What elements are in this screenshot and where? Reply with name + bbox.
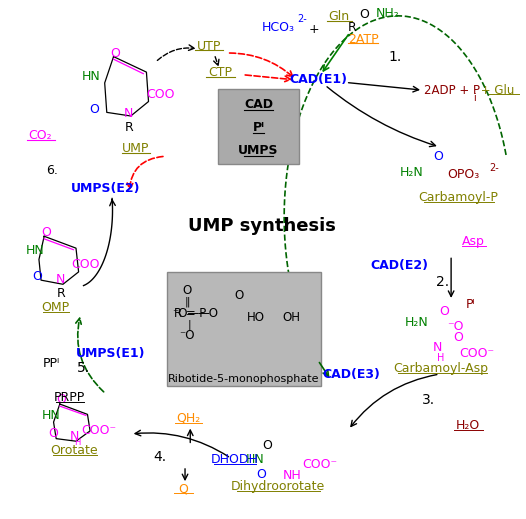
Text: CO₂: CO₂ (29, 129, 52, 142)
Text: i: i (473, 93, 476, 103)
Text: R: R (124, 121, 133, 134)
Text: HCO₃: HCO₃ (261, 21, 295, 34)
Text: Orotate: Orotate (50, 444, 98, 457)
FancyBboxPatch shape (218, 89, 299, 164)
Text: N: N (124, 107, 133, 120)
Text: COO: COO (146, 88, 175, 101)
Text: O: O (48, 428, 58, 441)
Text: Carbamoyl-Asp: Carbamoyl-Asp (393, 362, 489, 375)
Text: |: | (187, 320, 191, 330)
Text: UMP synthesis: UMP synthesis (188, 217, 336, 235)
Text: H: H (74, 438, 81, 447)
Text: UMPS: UMPS (238, 144, 279, 157)
Text: O: O (56, 393, 66, 406)
Text: R: R (57, 286, 66, 299)
Text: O: O (182, 284, 191, 297)
Text: Asp: Asp (462, 235, 484, 248)
Text: 2.: 2. (436, 275, 449, 289)
Text: UMP: UMP (123, 142, 150, 155)
Text: NH: NH (283, 469, 302, 482)
Text: CAD(E2): CAD(E2) (370, 259, 428, 272)
Text: H₂N: H₂N (400, 166, 423, 179)
Text: HN: HN (82, 70, 100, 83)
Text: 2-: 2- (490, 162, 499, 173)
Text: H: H (437, 352, 444, 363)
Text: Q: Q (178, 483, 188, 496)
Text: Dihydroorotate: Dihydroorotate (231, 480, 325, 493)
Text: Pᴵ: Pᴵ (252, 121, 265, 134)
Text: ‖: ‖ (185, 296, 190, 307)
Text: UMPS(E1): UMPS(E1) (76, 347, 146, 360)
Text: CAD(E3): CAD(E3) (322, 367, 380, 380)
FancyBboxPatch shape (167, 272, 321, 386)
Text: DHODH: DHODH (210, 453, 259, 466)
Text: Carbamoyl-P: Carbamoyl-P (419, 191, 498, 204)
Text: O: O (262, 439, 272, 452)
Text: COO: COO (72, 258, 100, 271)
Text: UMPS(E2): UMPS(E2) (71, 182, 140, 195)
Text: N: N (70, 430, 79, 443)
Text: 5.: 5. (77, 361, 90, 375)
Text: O: O (439, 305, 449, 318)
Text: ⁻O: ⁻O (447, 320, 463, 333)
Text: 3.: 3. (422, 393, 434, 407)
Text: OMP: OMP (42, 301, 70, 314)
Text: HN: HN (26, 244, 45, 257)
Text: 2ATP: 2ATP (348, 33, 378, 46)
Text: +: + (309, 23, 320, 36)
Text: COO⁻: COO⁻ (81, 425, 116, 438)
Text: HO: HO (247, 311, 265, 324)
Text: O: O (256, 468, 266, 481)
Text: H₂N: H₂N (404, 316, 428, 329)
Text: N: N (56, 272, 65, 285)
Text: UTP: UTP (197, 40, 221, 53)
Text: O: O (89, 103, 99, 116)
Text: COO⁻: COO⁻ (460, 347, 495, 360)
Text: N: N (433, 341, 442, 354)
Text: ⁻O—P: ⁻O—P (172, 307, 206, 320)
Text: O: O (433, 150, 443, 163)
Text: O: O (359, 8, 369, 21)
Text: 1.: 1. (389, 50, 402, 64)
Text: O: O (453, 332, 463, 345)
Text: OPO₃: OPO₃ (447, 168, 479, 181)
Text: 4.: 4. (153, 449, 166, 463)
Text: O: O (42, 226, 51, 239)
Text: CAD(E1): CAD(E1) (290, 73, 348, 86)
Text: OH: OH (282, 311, 300, 324)
Text: CAD: CAD (244, 98, 273, 111)
Text: 2-: 2- (297, 15, 307, 24)
Text: O: O (234, 289, 244, 302)
Text: H₂O: H₂O (456, 419, 480, 432)
Text: COO⁻: COO⁻ (302, 458, 337, 471)
Text: ⁻O: ⁻O (179, 330, 195, 343)
Text: Ribotide-5-monophosphate: Ribotide-5-monophosphate (168, 374, 320, 384)
Text: PRPP: PRPP (54, 391, 85, 404)
Text: 2ADP + P: 2ADP + P (424, 84, 480, 97)
Text: Gln: Gln (328, 10, 349, 23)
Text: R: R (348, 21, 356, 34)
Text: HN: HN (42, 409, 61, 422)
Text: + Glu: + Glu (477, 84, 514, 97)
Text: 6.: 6. (47, 164, 58, 177)
Text: PPᴵ: PPᴵ (42, 357, 59, 370)
Text: HN: HN (246, 453, 265, 466)
Text: R =: R = (174, 307, 195, 320)
Text: NH₂: NH₂ (376, 7, 399, 20)
Text: O: O (110, 47, 120, 60)
Text: O: O (32, 269, 42, 282)
Text: CTP: CTP (208, 66, 232, 79)
Text: QH₂: QH₂ (176, 412, 200, 425)
Text: —O: —O (197, 307, 218, 320)
Text: Pᴵ: Pᴵ (466, 298, 476, 311)
